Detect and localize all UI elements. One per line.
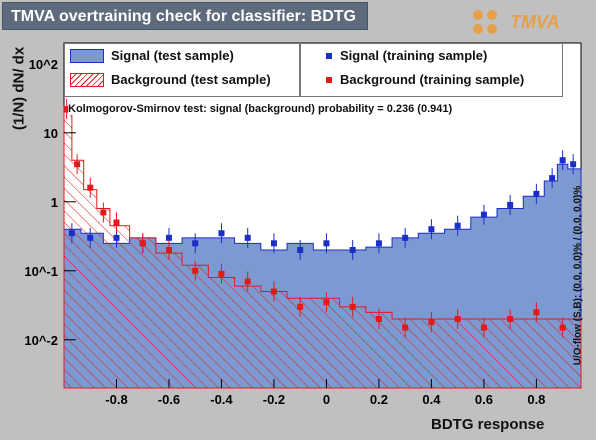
signal-train-point	[559, 157, 566, 164]
background-train-point	[402, 324, 409, 331]
signal-train-point	[87, 234, 94, 241]
background-train-point	[270, 288, 277, 295]
tmva-logo-icon	[473, 10, 497, 34]
signal-train-point	[570, 161, 577, 168]
signal-train-point	[113, 234, 120, 241]
legend-signal-test: Signal (test sample)	[111, 48, 234, 63]
legend-marker-signal-train	[326, 53, 332, 59]
signal-train-point	[297, 247, 304, 253]
background-train-point	[113, 219, 120, 226]
signal-train-point	[323, 240, 330, 247]
background-train-point	[87, 184, 94, 191]
y-tick-label: 10	[44, 126, 58, 141]
signal-train-point	[270, 240, 277, 247]
chart-title: TMVA overtraining check for classifier: …	[2, 2, 368, 30]
background-train-point	[349, 303, 356, 310]
signal-train-point	[533, 190, 540, 197]
background-train-point	[165, 247, 172, 253]
background-train-point	[507, 316, 514, 322]
background-train-point	[63, 106, 70, 113]
overflow-annotation: U/O-flow (S,B): (0.0, 0.0)% / (0.0, 0.0)…	[572, 185, 584, 366]
background-train-point	[428, 319, 435, 326]
legend-box-train	[300, 43, 563, 97]
x-tick-label: 0.4	[422, 392, 441, 407]
y-tick-label: 10^-1	[24, 264, 58, 279]
background-train-point	[454, 316, 461, 322]
legend-swatch-signal-test	[70, 49, 104, 63]
signal-train-point	[428, 226, 435, 233]
legend-background-train: Background (training sample)	[340, 72, 525, 87]
legend-signal-train: Signal (training sample)	[340, 48, 488, 63]
signal-train-point	[375, 240, 382, 247]
x-tick-label: -0.2	[263, 392, 285, 407]
background-train-point	[139, 240, 146, 247]
background-train-point	[323, 299, 330, 306]
x-tick-label: -0.4	[210, 392, 233, 407]
y-tick-label: 10^2	[29, 57, 58, 72]
background-train-point	[297, 303, 304, 310]
background-train-point	[218, 270, 225, 277]
background-train-point	[559, 324, 566, 331]
signal-train-point	[68, 230, 75, 237]
signal-train-point	[507, 201, 514, 208]
ks-test-annotation: Kolmogorov-Smirnov test: signal (backgro…	[68, 103, 453, 115]
legend-swatch-background-test	[70, 73, 104, 87]
signal-train-point	[480, 211, 487, 218]
logo-text: TMVA	[510, 12, 560, 32]
background-train-point	[533, 309, 540, 316]
legend-marker-background-train	[326, 77, 332, 83]
background-train-point	[480, 324, 487, 331]
x-tick-label: 0.2	[370, 392, 388, 407]
legend-background-test: Background (test sample)	[111, 72, 271, 87]
signal-train-point	[549, 175, 556, 182]
signal-train-point	[244, 234, 251, 241]
signal-train-point	[349, 247, 356, 253]
signal-train-point	[402, 234, 409, 241]
y-tick-label: 10^-2	[24, 333, 58, 348]
signal-train-point	[218, 230, 225, 237]
signal-train-point	[192, 240, 199, 247]
y-tick-label: 1	[51, 195, 58, 210]
x-tick-label: 0.6	[475, 392, 493, 407]
x-axis-title: BDTG response	[431, 416, 545, 433]
background-train-point	[100, 209, 107, 216]
background-train-point	[244, 278, 251, 285]
signal-train-point	[165, 234, 172, 241]
signal-train-point	[454, 222, 461, 229]
background-train-point	[192, 267, 199, 274]
background-train-point	[375, 316, 382, 322]
x-tick-label: 0.8	[527, 392, 545, 407]
background-train-point	[74, 161, 81, 168]
y-axis-title: (1/N) dN/ dx	[10, 46, 28, 131]
x-tick-label: 0	[323, 392, 330, 407]
x-tick-label: -0.8	[105, 392, 127, 407]
x-tick-label: -0.6	[158, 392, 180, 407]
